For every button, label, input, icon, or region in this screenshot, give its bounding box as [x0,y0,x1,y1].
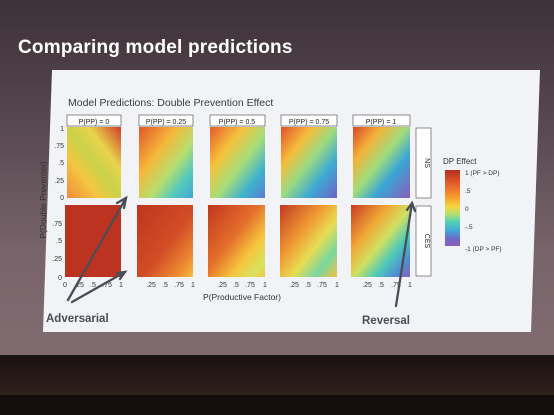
y-tick-top-1: .75 [54,143,64,150]
row-strip-ns [415,127,432,199]
heatmap-ns-pp05 [210,127,265,198]
y-tick-top-2: .5 [58,160,64,167]
x-tick-p1-2: .75 [174,282,184,289]
heatmap-ns-pp0 [67,127,121,198]
legend-colorbar [445,170,460,246]
y-tick-bottom-1: .5 [56,238,62,245]
adversarial-arrow-up [66,196,128,302]
slide-content-area [43,70,540,332]
legend-tick-0: 1 (PF > DP) [465,170,500,177]
column-header-1: P(PP) = 0.25 [146,119,186,126]
figure-title: Model Predictions: Double Prevention Eff… [68,97,273,109]
x-tick-p0-2: .5 [90,282,96,289]
x-tick-p2-1: .5 [233,282,239,289]
x-tick-p4-1: .5 [378,282,384,289]
y-tick-top-4: 0 [60,195,64,202]
heatmap-ces-pp0 [65,205,121,277]
legend-tick-2: 0 [465,206,469,213]
heatmap-row-ns [67,127,410,198]
adversarial-arrowhead-right [115,270,128,281]
x-tick-p0-3: .75 [102,282,112,289]
x-tick-p3-1: .5 [305,282,311,289]
x-tick-p0-4: 1 [119,282,123,289]
reversal-arrow [394,201,414,308]
y-axis-label: P(Double Preventer) [38,161,48,239]
annotation-adversarial: Adversarial [46,313,109,325]
column-headers: P(PP) = 0 P(PP) = 0.25 P(PP) = 0.5 P(PP)… [66,114,411,127]
legend-title: DP Effect [443,157,477,166]
x-tick-p1-0: .25 [146,282,156,289]
x-tick-p2-0: .25 [217,282,227,289]
x-tick-p3-0: .25 [289,282,299,289]
heatmap-ces-pp1 [351,205,410,277]
y-tick-top-3: .25 [54,178,64,185]
stage-front [0,395,554,415]
heatmap-ces-pp05 [208,205,265,277]
legend-tick-1: .5 [465,188,471,195]
x-tick-p1-1: .5 [162,282,168,289]
heatmap-ns-pp075 [281,127,337,198]
column-header-0: P(PP) = 0 [79,119,110,126]
y-ticks-top: 1 .75 .5 .25 0 [54,126,64,202]
y-tick-top-0: 1 [60,126,64,133]
x-tick-p0-0: 0 [63,282,67,289]
annotation-arrows [66,195,417,308]
figure-panel: Model Predictions: Double Prevention Eff… [38,70,540,332]
x-tick-p4-3: 1 [408,282,412,289]
heatmap-ns-pp025 [139,127,193,198]
x-tick-p0-1: .25 [74,282,84,289]
heatmap-ces-pp025 [137,205,193,277]
x-axis-label: P(Productive Factor) [203,292,281,302]
row-strip-ces [415,205,432,277]
x-tick-p4-2: .75 [391,282,401,289]
heatmap-ns-pp1 [353,127,410,198]
adversarial-arrowhead-up [115,195,128,210]
column-header-3: P(PP) = 0.75 [289,119,329,126]
y-tick-bottom-2: .25 [52,256,62,263]
x-ticks: 0 .25 .5 .75 1 .25 .5 .75 1 .25 .5 .75 1… [63,282,412,289]
x-tick-p4-0: .25 [362,282,372,289]
x-tick-p3-2: .75 [317,282,327,289]
column-header-2: P(PP) = 0.5 [219,119,255,126]
row-label-ces: CES [423,234,430,249]
y-ticks-bottom: .75 .5 .25 0 [52,221,62,282]
adversarial-arrow-right [70,270,127,304]
slide-title: Comparing model predictions [18,37,293,58]
x-tick-p3-3: 1 [335,282,339,289]
y-tick-bottom-0: .75 [52,221,62,228]
x-tick-p2-3: 1 [263,282,267,289]
y-tick-bottom-3: 0 [58,275,62,282]
heatmap-row-ces [65,205,410,277]
heatmap-ces-pp075 [280,205,337,277]
projection-screen: Comparing model predictions [0,0,554,355]
x-tick-p2-2: .75 [245,282,255,289]
legend: DP Effect 1 (PF > DP) .5 0 -.5 -1 (DP > … [443,157,502,253]
row-label-ns: NS [423,158,430,168]
annotation-reversal: Reversal [362,315,410,327]
x-tick-p1-3: 1 [191,282,195,289]
legend-tick-4: -1 (DP > PF) [465,246,502,253]
legend-tick-3: -.5 [465,224,473,231]
reversal-arrowhead [405,200,417,213]
column-header-4: P(PP) = 1 [366,119,397,126]
